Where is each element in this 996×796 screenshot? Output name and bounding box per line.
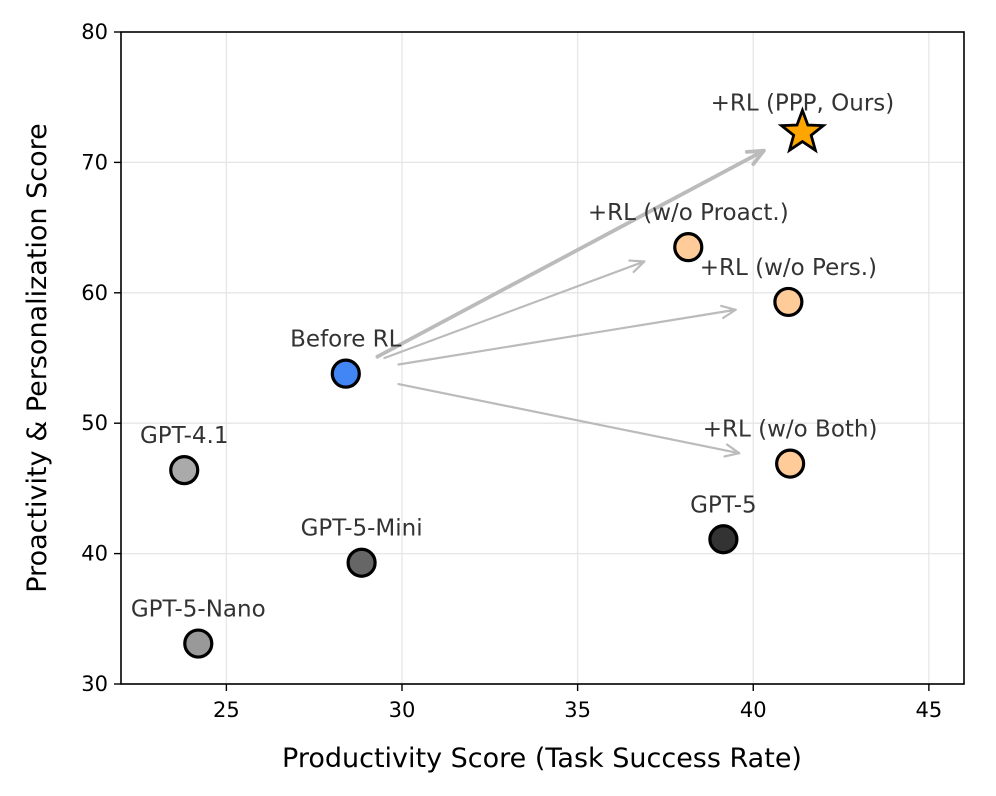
point-labels: GPT-4.1 GPT-5-Mini GPT-5-Nano GPT-5 Before R…: [131, 90, 894, 622]
data-points: [169, 106, 828, 659]
data-point-rl-w-o-proact: [673, 232, 704, 263]
y-tick-label: 80: [81, 20, 108, 44]
point-label-gpt-4-1: GPT-4.1: [140, 423, 229, 449]
data-point-gpt-4-1: [169, 455, 200, 486]
point-label-rl-ppp-ours: +RL (PPP, Ours): [711, 90, 895, 116]
arrows-group: [375, 148, 766, 458]
x-axis-title: Productivity Score (Task Success Rate): [282, 743, 802, 774]
arrow-head: [720, 304, 737, 320]
data-point-rl-w-o-pers: [773, 286, 804, 318]
y-axis-title: Proactivity & Personalization Score: [22, 123, 53, 593]
y-tick-label: 40: [81, 542, 108, 566]
point-label-rl-w-o-both: +RL (w/o Both): [703, 417, 878, 443]
arrow-head: [744, 148, 766, 166]
point-label-gpt-5: GPT-5: [690, 492, 757, 518]
x-tick-label: 25: [213, 698, 240, 722]
axis-ticks: 25 30 35 40 45 30 40 50 60 70 80: [81, 20, 942, 722]
y-tick-label: 50: [81, 411, 108, 435]
x-tick-label: 40: [740, 698, 767, 722]
x-tick-label: 35: [564, 698, 591, 722]
data-point-gpt-5-nano: [183, 628, 214, 659]
data-point-rl-ppp-ours: [777, 106, 828, 154]
arrow-shaft: [383, 260, 646, 360]
x-tick-label: 30: [389, 698, 416, 722]
point-label-before-rl: Before RL: [290, 327, 401, 353]
point-label-gpt-5-nano: GPT-5-Nano: [131, 597, 266, 623]
arrow-shaft: [375, 148, 766, 359]
arrow-head: [723, 443, 741, 458]
y-tick-label: 60: [81, 281, 108, 305]
data-point-rl-w-o-both: [775, 448, 806, 479]
arrow-shaft: [397, 308, 737, 366]
x-tick-label: 45: [916, 698, 943, 722]
y-tick-label: 30: [81, 672, 108, 696]
point-label-rl-w-o-pers: +RL (w/o Pers.): [700, 255, 877, 281]
point-label-gpt-5-mini: GPT-5-Mini: [301, 516, 423, 542]
plot-frame: [120, 31, 965, 685]
arrow-shaft: [397, 382, 741, 455]
y-tick-label: 70: [81, 150, 108, 174]
data-point-before-rl: [330, 358, 361, 389]
arrow-head: [628, 259, 646, 274]
data-point-gpt-5: [708, 524, 739, 555]
point-label-rl-w-o-proact: +RL (w/o Proact.): [588, 200, 789, 226]
data-point-gpt-5-mini: [346, 547, 377, 578]
